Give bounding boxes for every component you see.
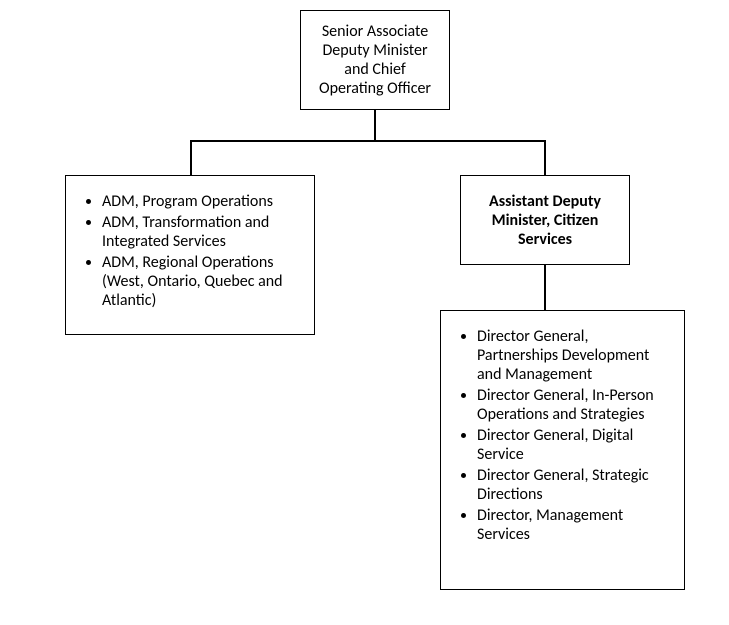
connector-left-down xyxy=(190,140,192,175)
list-item: ADM, Transformation and Integrated Servi… xyxy=(102,213,302,251)
adm-list-node: ADM, Program Operations ADM, Transformat… xyxy=(65,175,315,335)
root-title: Senior Associate Deputy Minister and Chi… xyxy=(313,22,437,98)
list-item: Director General, Partnerships Developme… xyxy=(477,327,672,384)
dg-list-node: Director General, Partnerships Developme… xyxy=(440,310,685,590)
root-node: Senior Associate Deputy Minister and Chi… xyxy=(300,10,450,110)
list-item: Director General, Digital Service xyxy=(477,426,672,464)
list-item: Director, Management Services xyxy=(477,506,672,544)
adm-citizen-title: Assistant Deputy Minister, Citizen Servi… xyxy=(473,192,617,249)
adm-list: ADM, Program Operations ADM, Transformat… xyxy=(78,192,302,310)
connector-right-down xyxy=(544,140,546,175)
list-item: Director General, Strategic Directions xyxy=(477,466,672,504)
connector-root-down xyxy=(374,110,376,140)
dg-list: Director General, Partnerships Developme… xyxy=(453,327,672,544)
list-item: ADM, Regional Operations (West, Ontario,… xyxy=(102,253,302,310)
connector-right-child xyxy=(544,265,546,310)
adm-citizen-node: Assistant Deputy Minister, Citizen Servi… xyxy=(460,175,630,265)
connector-horizontal xyxy=(190,140,546,142)
list-item: ADM, Program Operations xyxy=(102,192,302,211)
list-item: Director General, In-Person Operations a… xyxy=(477,386,672,424)
